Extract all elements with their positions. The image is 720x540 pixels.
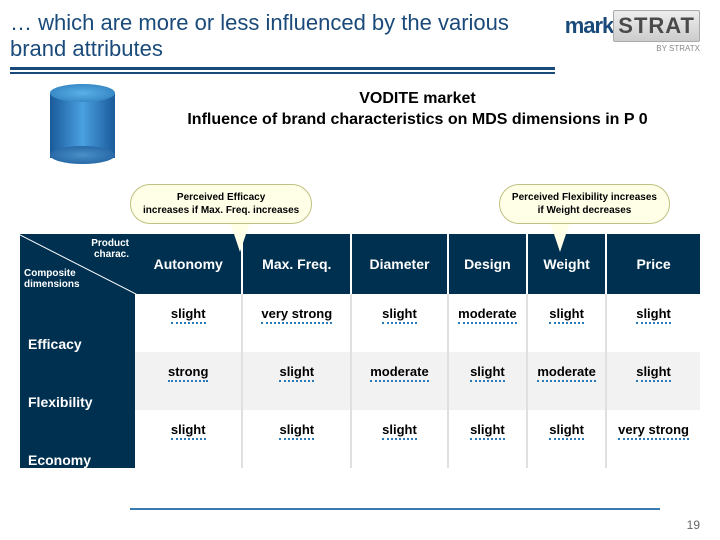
slide-header: … which are more or less influenced by t…	[0, 0, 720, 74]
chart-title-line1: VODITE market	[135, 89, 700, 110]
callout-flexibility-line2: if Weight decreases	[512, 204, 657, 217]
callout-flexibility: Perceived Flexibility increases if Weigh…	[499, 184, 670, 224]
table-cell: slight	[351, 294, 448, 352]
table-cell: slight	[606, 294, 700, 352]
table-cell: slight	[135, 410, 242, 468]
table-cell: slight	[448, 352, 527, 410]
callout-arrow-icon	[230, 222, 250, 252]
logo-strat-text: STRAT	[613, 10, 700, 42]
page-number: 19	[687, 518, 700, 532]
col-autonomy: Autonomy	[135, 234, 242, 294]
logo-byline: BY STRATX	[565, 44, 700, 53]
chart-title-block: VODITE market Influence of brand charact…	[135, 84, 700, 131]
content-area: VODITE market Influence of brand charact…	[0, 74, 720, 478]
row-label: Efficacy	[20, 294, 135, 352]
logo-mark-text: mark	[565, 13, 614, 39]
callout-efficacy-line1: Perceived Efficacy	[143, 191, 299, 204]
callout-flexibility-line1: Perceived Flexibility increases	[512, 191, 657, 204]
table-cell: slight	[242, 410, 351, 468]
title-underline-1	[10, 67, 555, 70]
col-diameter: Diameter	[351, 234, 448, 294]
table-row: Efficacyslightvery strongslightmoderates…	[20, 294, 700, 352]
table-cell: slight	[606, 352, 700, 410]
table-cell: moderate	[448, 294, 527, 352]
info-row: VODITE market Influence of brand charact…	[20, 84, 700, 164]
influence-table: Productcharac. Compositedimensions Auton…	[20, 234, 700, 468]
table-cell: moderate	[527, 352, 606, 410]
callout-efficacy: Perceived Efficacy increases if Max. Fre…	[130, 184, 312, 224]
table-cell: slight	[242, 352, 351, 410]
col-maxfreq: Max. Freq.	[242, 234, 351, 294]
table-cell: slight	[135, 294, 242, 352]
callout-efficacy-line2: increases if Max. Freq. increases	[143, 204, 299, 217]
table-cell: moderate	[351, 352, 448, 410]
table-cell: slight	[527, 410, 606, 468]
col-design: Design	[448, 234, 527, 294]
table-row: Flexibilitystrongslightmoderateslightmod…	[20, 352, 700, 410]
table-cell: slight	[351, 410, 448, 468]
col-price: Price	[606, 234, 700, 294]
table-cell: very strong	[606, 410, 700, 468]
callouts-row: Perceived Efficacy increases if Max. Fre…	[20, 184, 700, 234]
table-cell: slight	[448, 410, 527, 468]
slide-title: … which are more or less influenced by t…	[10, 10, 555, 63]
database-icon	[50, 84, 115, 164]
logo: markSTRAT BY STRATX	[565, 10, 700, 53]
table-cell: slight	[527, 294, 606, 352]
callout-arrow-icon	[550, 222, 570, 252]
table-cell: strong	[135, 352, 242, 410]
table-cell: very strong	[242, 294, 351, 352]
footer-divider	[130, 508, 660, 510]
row-label: Economy	[20, 410, 135, 468]
chart-title-line2: Influence of brand characteristics on MD…	[135, 110, 700, 131]
title-block: … which are more or less influenced by t…	[10, 10, 555, 74]
row-label: Flexibility	[20, 352, 135, 410]
table-row: Economyslightslightslightslightslightver…	[20, 410, 700, 468]
corner-header: Productcharac. Compositedimensions	[20, 234, 135, 294]
